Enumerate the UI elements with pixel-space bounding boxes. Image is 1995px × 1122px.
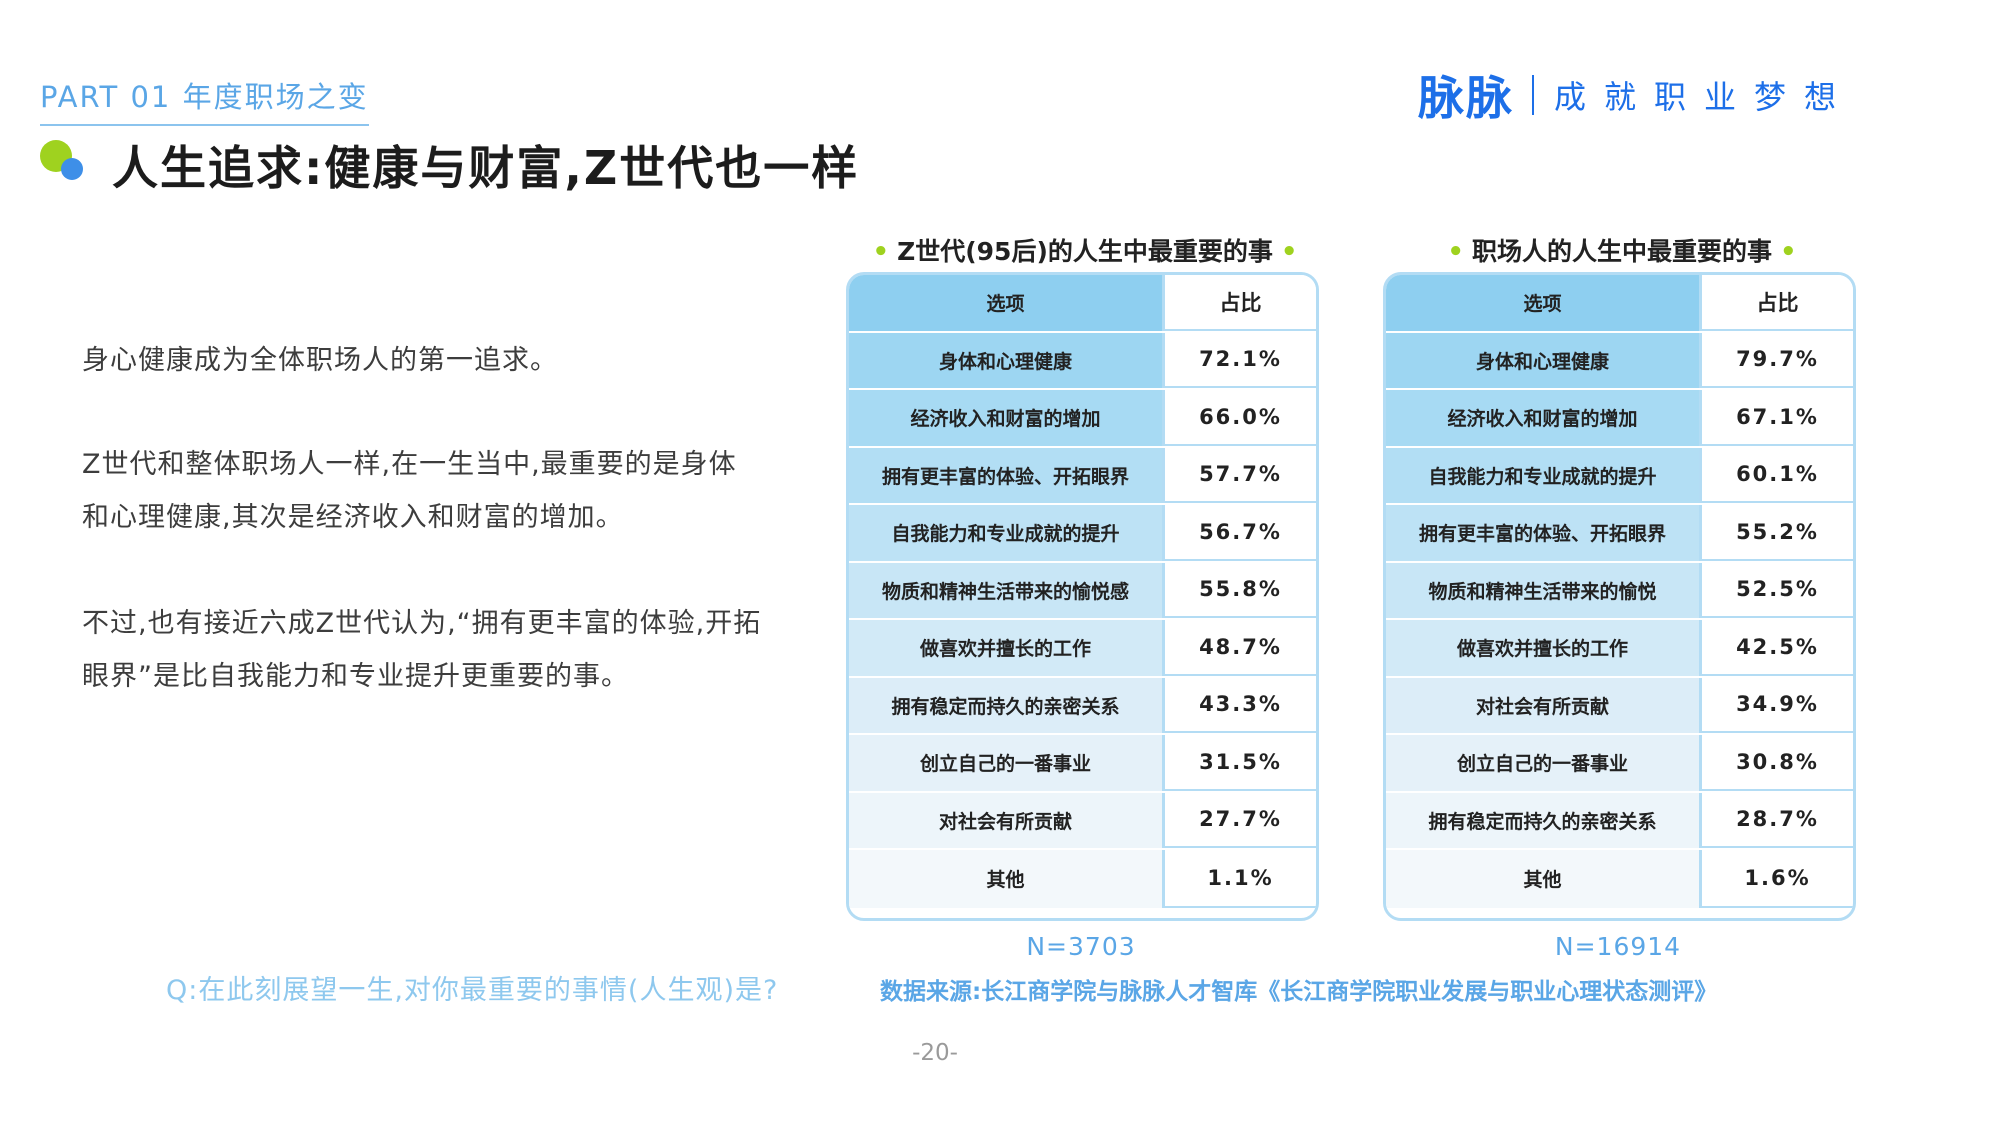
bullet-icon: • <box>872 237 890 267</box>
table-row: 对社会有所贡献 27.7% <box>849 792 1316 850</box>
option-cell: 经济收入和财富的增加 <box>849 390 1165 446</box>
table-row: 其他 1.1% <box>849 850 1316 908</box>
option-cell: 拥有稳定而持久的亲密关系 <box>1386 792 1702 848</box>
share-cell: 28.7% <box>1702 793 1853 848</box>
brand-logo: 脉脉 <box>1418 71 1514 125</box>
table-row: 身体和心理健康 72.1% <box>849 332 1316 390</box>
body-paragraph-3: 不过,也有接近六成Z世代认为,“拥有更丰富的体验,开拓眼界”是比自我能力和专业提… <box>82 608 762 692</box>
share-cell: 48.7% <box>1165 620 1316 676</box>
survey-question: Q:在此刻展望一生,对你最重要的事情(人生观)是? <box>166 975 779 1006</box>
option-cell: 拥有更丰富的体验、开拓眼界 <box>849 447 1165 503</box>
table-row: 创立自己的一番事业 30.8% <box>1386 735 1853 793</box>
brand: 脉脉 成就职业梦想 <box>1418 70 1855 125</box>
option-cell: 其他 <box>849 850 1165 908</box>
option-cell: 自我能力和专业成就的提升 <box>849 505 1165 561</box>
share-cell: 1.6% <box>1702 850 1853 908</box>
table-row: 拥有更丰富的体验、开拓眼界 57.7% <box>849 447 1316 505</box>
bullet-icon: • <box>1280 237 1298 267</box>
brand-divider <box>1532 75 1534 115</box>
table-row: 拥有稳定而持久的亲密关系 28.7% <box>1386 792 1853 850</box>
table-row: 拥有更丰富的体验、开拓眼界 55.2% <box>1386 505 1853 563</box>
option-cell: 对社会有所贡献 <box>1386 677 1702 733</box>
table-header-row: 选项 占比 <box>849 275 1316 333</box>
table-title-text: Z世代(95后)的人生中最重要的事 <box>897 237 1273 266</box>
table-row: 拥有稳定而持久的亲密关系 43.3% <box>849 677 1316 735</box>
column-header-option: 选项 <box>1386 275 1702 331</box>
table-row: 做喜欢并擅长的工作 42.5% <box>1386 620 1853 678</box>
bullet-icon: • <box>1780 237 1797 267</box>
share-cell: 67.1% <box>1702 390 1853 446</box>
share-cell: 30.8% <box>1702 735 1853 791</box>
share-cell: 1.1% <box>1165 850 1316 908</box>
option-cell: 其他 <box>1386 850 1702 908</box>
table-row: 自我能力和专业成就的提升 60.1% <box>1386 447 1853 505</box>
option-cell: 对社会有所贡献 <box>849 792 1165 848</box>
data-source: 数据来源:长江商学院与脉脉人才智库《长江商学院职业发展与职业心理状态测评》 <box>880 979 1718 1005</box>
share-cell: 42.5% <box>1702 620 1853 676</box>
table-row: 经济收入和财富的增加 66.0% <box>849 390 1316 448</box>
sample-size-workplace: N=16914 <box>1554 932 1682 961</box>
option-cell: 创立自己的一番事业 <box>849 735 1165 791</box>
bullet-icon: • <box>1447 237 1464 267</box>
option-cell: 自我能力和专业成就的提升 <box>1386 447 1702 503</box>
table-gen-z: 选项 占比 身体和心理健康 72.1% 经济收入和财富的增加 66.0% 拥有更丰富的体验、… <box>846 272 1319 921</box>
table-row: 做喜欢并擅长的工作 48.7% <box>849 620 1316 678</box>
share-cell: 31.5% <box>1165 735 1316 791</box>
table-row: 其他 1.6% <box>1386 850 1853 908</box>
table-header-row: 选项 占比 <box>1386 275 1853 333</box>
column-header-share: 占比 <box>1165 275 1316 331</box>
share-cell: 72.1% <box>1165 333 1316 388</box>
table-workplace: 选项 占比 身体和心理健康 79.7% 经济收入和财富的增加 67.1% 自我能力和专业成就… <box>1383 272 1856 921</box>
option-cell: 拥有稳定而持久的亲密关系 <box>849 677 1165 733</box>
share-cell: 55.8% <box>1165 563 1316 618</box>
share-cell: 57.7% <box>1165 448 1316 503</box>
table-title-workplace: • 职场人的人生中最重要的事 • <box>1383 232 1861 268</box>
table-row: 创立自己的一番事业 31.5% <box>849 735 1316 793</box>
share-cell: 60.1% <box>1702 448 1853 503</box>
title-bullet-icon <box>40 140 90 185</box>
share-cell: 34.9% <box>1702 678 1853 733</box>
sample-size-gen-z: N=3703 <box>1026 932 1136 961</box>
table-row: 对社会有所贡献 34.9% <box>1386 677 1853 735</box>
body-paragraph-1: 身心健康成为全体职场人的第一追求。 <box>82 345 558 376</box>
table-title-gen-z: • Z世代(95后)的人生中最重要的事 • <box>846 232 1324 268</box>
share-cell: 79.7% <box>1702 333 1853 388</box>
option-cell: 身体和心理健康 <box>1386 332 1702 388</box>
share-cell: 66.0% <box>1165 390 1316 446</box>
option-cell: 创立自己的一番事业 <box>1386 735 1702 791</box>
share-cell: 43.3% <box>1165 678 1316 733</box>
option-cell: 做喜欢并擅长的工作 <box>1386 620 1702 676</box>
share-cell: 27.7% <box>1165 793 1316 848</box>
share-cell: 56.7% <box>1165 505 1316 561</box>
option-cell: 拥有更丰富的体验、开拓眼界 <box>1386 505 1702 561</box>
share-cell: 52.5% <box>1702 563 1853 618</box>
table-row: 自我能力和专业成就的提升 56.7% <box>849 505 1316 563</box>
body-paragraph-2: Z世代和整体职场人一样,在一生当中,最重要的是身体和心理健康,其次是经济收入和财… <box>82 449 737 533</box>
option-cell: 物质和精神生活带来的愉悦 <box>1386 562 1702 618</box>
page-number: -20- <box>912 1040 958 1066</box>
column-header-option: 选项 <box>849 275 1165 331</box>
table-row: 经济收入和财富的增加 67.1% <box>1386 390 1853 448</box>
option-cell: 做喜欢并擅长的工作 <box>849 620 1165 676</box>
section-label: PART 01 年度职场之变 <box>40 74 369 126</box>
table-title-text: 职场人的人生中最重要的事 <box>1471 237 1772 266</box>
column-header-share: 占比 <box>1702 275 1853 331</box>
option-cell: 经济收入和财富的增加 <box>1386 390 1702 446</box>
brand-slogan: 成就职业梦想 <box>1554 78 1855 116</box>
page-title: 人生追求:健康与财富,Z世代也一样 <box>112 141 860 195</box>
table-row: 物质和精神生活带来的愉悦感 55.8% <box>849 562 1316 620</box>
option-cell: 物质和精神生活带来的愉悦感 <box>849 562 1165 618</box>
share-cell: 55.2% <box>1702 505 1853 561</box>
table-row: 身体和心理健康 79.7% <box>1386 332 1853 390</box>
table-row: 物质和精神生活带来的愉悦 52.5% <box>1386 562 1853 620</box>
option-cell: 身体和心理健康 <box>849 332 1165 388</box>
